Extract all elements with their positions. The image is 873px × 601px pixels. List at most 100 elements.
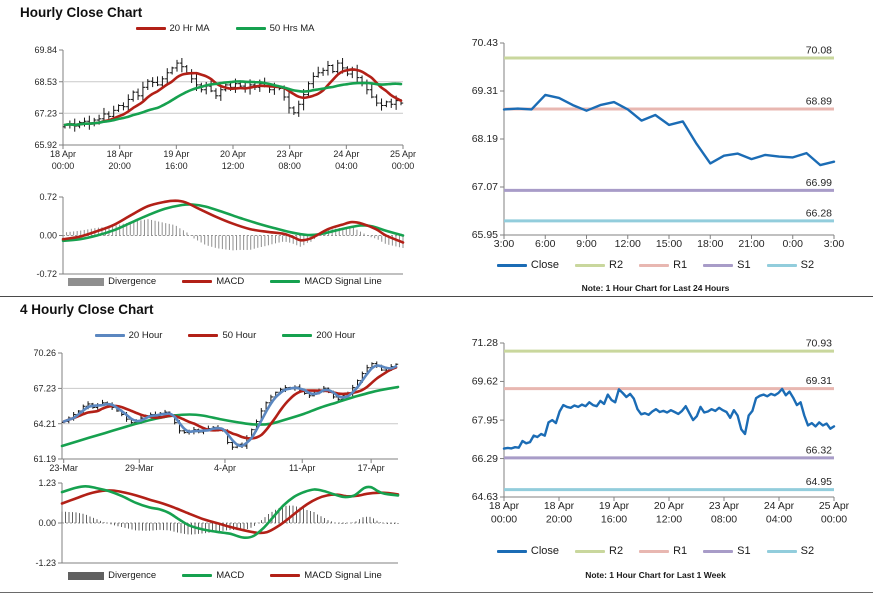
legend-item-r2-w: R2 bbox=[575, 545, 623, 557]
x-tick-label: 18 Apr bbox=[489, 500, 520, 512]
x-tick-label: 19 Apr bbox=[599, 500, 630, 512]
ma20h-label: 20 Hour bbox=[128, 330, 163, 341]
s1-w-swatch bbox=[703, 549, 734, 553]
x-tick-label: 11-Apr bbox=[289, 463, 315, 473]
s2-label: S2 bbox=[800, 259, 815, 271]
hourly-section-title: Hourly Close Chart bbox=[20, 5, 143, 20]
legend-item-divergence-4h: Divergence bbox=[68, 570, 156, 581]
ma200h-swatch bbox=[282, 334, 313, 337]
x-tick-label: 00:00 bbox=[52, 161, 75, 171]
legend-item-close: Close bbox=[496, 259, 560, 271]
r2-swatch bbox=[575, 263, 606, 267]
ma50h-swatch bbox=[188, 334, 219, 337]
hourly-macd-legend: Divergence MACD MACD Signal Line bbox=[20, 276, 430, 287]
axes bbox=[59, 49, 404, 149]
x-tick-label: 19 Apr bbox=[163, 149, 189, 159]
r1-swatch bbox=[639, 263, 670, 267]
divergence-4h-swatch bbox=[68, 571, 105, 580]
bottom-divider bbox=[0, 592, 873, 593]
section-divider bbox=[0, 296, 873, 297]
level-label-r1: 68.89 bbox=[806, 96, 832, 108]
x-tick-label: 00:00 bbox=[491, 514, 517, 526]
x-tick-label: 18:00 bbox=[697, 238, 723, 250]
c4-svg: 1.23 0.00 -1.23 bbox=[35, 478, 400, 568]
r1-w-label: R1 bbox=[673, 545, 688, 557]
y-tick-label: 61.19 bbox=[33, 454, 56, 464]
s2-w-label: S2 bbox=[800, 545, 815, 557]
y-tick-label: 67.23 bbox=[33, 384, 56, 394]
legend-item-s1: S1 bbox=[703, 259, 751, 271]
weekly-chart-note: Note: 1 Hour Chart for Last 1 Week bbox=[585, 570, 726, 580]
x-tick-label: 18 Apr bbox=[107, 149, 133, 159]
legend-item-macd-signal-4h: MACD Signal Line bbox=[270, 570, 382, 581]
macd-4h-label: MACD bbox=[216, 570, 245, 581]
y-tick-label: 68.19 bbox=[472, 133, 498, 145]
ma50h-label: 50 Hour bbox=[222, 330, 257, 341]
level-label-s2: 64.95 bbox=[806, 476, 832, 488]
legend-item-macd-4h: MACD bbox=[182, 570, 244, 581]
y-tick-label: 67.23 bbox=[34, 108, 57, 118]
macd-4h-swatch bbox=[182, 574, 213, 577]
macd-signal-4h-label: MACD Signal Line bbox=[304, 570, 382, 581]
legend-item-20hour: 20 Hour bbox=[94, 330, 163, 341]
hourly-macd-chart: 0.72 0.00 -0.72 bbox=[20, 186, 430, 279]
legend-item-macd-signal: MACD Signal Line bbox=[270, 276, 382, 287]
x-tick-label: 20 Apr bbox=[220, 149, 246, 159]
legend-item-divergence: Divergence bbox=[68, 276, 156, 287]
close-line bbox=[502, 387, 836, 450]
macd-line bbox=[61, 199, 405, 244]
x-tick-label: 00:00 bbox=[392, 161, 415, 171]
x-tick-label: 00:00 bbox=[821, 514, 847, 526]
x-tick-label: 04:00 bbox=[766, 514, 792, 526]
close-w-swatch bbox=[496, 549, 527, 553]
r1-w-swatch bbox=[639, 549, 670, 553]
level-label-s2: 66.28 bbox=[806, 207, 832, 219]
y-tick-label: 64.63 bbox=[472, 491, 498, 503]
ma-line-200-hour bbox=[60, 385, 400, 448]
x-tick-label: 12:00 bbox=[615, 238, 641, 250]
legend-item-s2: S2 bbox=[766, 259, 815, 271]
hourly-chart-note: Note: 1 Hour Chart for Last 24 Hours bbox=[581, 283, 730, 293]
macd-signal-label: MACD Signal Line bbox=[304, 276, 382, 287]
y-tick-label: 67.07 bbox=[472, 181, 498, 193]
close-label: Close bbox=[530, 259, 560, 271]
legend-item-r1: R1 bbox=[639, 259, 687, 271]
legend-item-200hour: 200 Hour bbox=[282, 330, 355, 341]
y-tick-label: 65.92 bbox=[34, 140, 57, 150]
y-tick-label: 70.26 bbox=[33, 348, 56, 358]
ma50-swatch bbox=[235, 27, 266, 30]
x-tick-label: 20:00 bbox=[108, 161, 131, 171]
s1-w-label: S1 bbox=[737, 545, 751, 557]
x-tick-label: 12:00 bbox=[222, 161, 245, 171]
y-tick-label: 1.23 bbox=[38, 478, 56, 488]
legend-item-s1-w: S1 bbox=[703, 545, 751, 557]
y-tick-label: 71.28 bbox=[472, 337, 498, 349]
y-tick-label: 66.29 bbox=[472, 453, 498, 465]
ma-line-20-hour bbox=[62, 364, 398, 448]
macd-line bbox=[60, 485, 400, 540]
y-tick-label: 65.95 bbox=[472, 229, 498, 241]
level-label-r2: 70.93 bbox=[806, 338, 832, 350]
legend-item-s2-w: S2 bbox=[766, 545, 815, 557]
divergence-4h-label: Divergence bbox=[108, 570, 157, 581]
y-tick-label: 0.72 bbox=[39, 192, 57, 202]
level-lines bbox=[504, 349, 834, 492]
legend-item-50hr-ma: 50 Hrs MA bbox=[235, 23, 315, 34]
legend-item-r1-w: R1 bbox=[639, 545, 687, 557]
y-tick-label: 69.84 bbox=[34, 45, 57, 55]
x-tick-label: 24 Apr bbox=[333, 149, 359, 159]
close-line bbox=[502, 93, 836, 167]
level-label-s1: 66.32 bbox=[806, 444, 832, 456]
hourly-close-price-chart: 69.84 68.53 67.23 65.92 18 Apr 00:00 18 Apr 20:… bbox=[20, 36, 430, 184]
hourly-sr-legend: Close R2 R1 S1 S2 bbox=[448, 259, 863, 271]
ma20-label: 20 Hr MA bbox=[169, 23, 210, 34]
y-tick-label: 68.53 bbox=[34, 77, 57, 87]
x-tick-label: 08:00 bbox=[278, 161, 301, 171]
x-tick-label: 25 Apr bbox=[819, 500, 850, 512]
axes bbox=[500, 42, 835, 239]
r2-w-label: R2 bbox=[609, 545, 624, 557]
weekly-support-resistance-chart: 71.28 69.62 67.95 66.29 64.63 18 Apr 00:00 18 A… bbox=[448, 336, 863, 543]
